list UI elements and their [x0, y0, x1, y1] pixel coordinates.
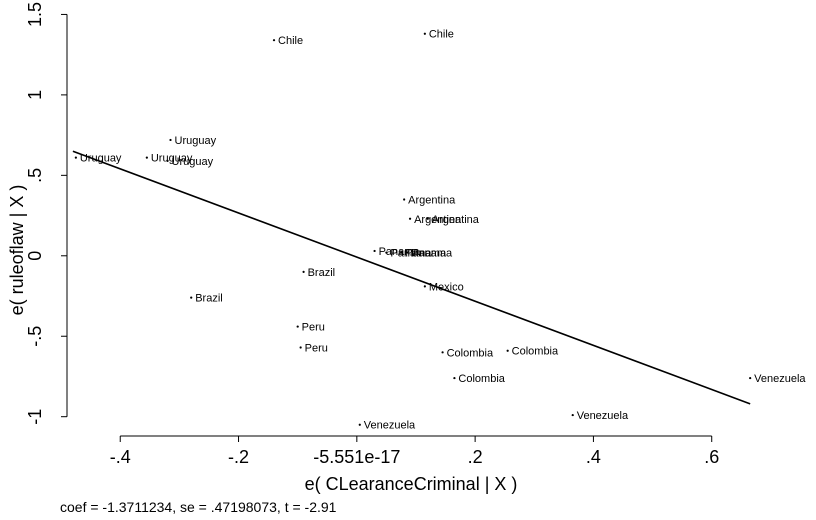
x-axis: -.4 -.2 -5.551e-17 .2 .4 .6 [110, 435, 719, 467]
point-label: Colombia [447, 347, 494, 359]
data-point [408, 217, 412, 220]
fit-line-group [72, 150, 751, 405]
point-label: Panama [411, 248, 453, 260]
point-label: Panama [390, 248, 432, 260]
data-point [749, 376, 752, 380]
point-label: Peru [302, 322, 325, 334]
point-label: Brazil [195, 293, 223, 305]
data-point [423, 285, 426, 288]
point-label: Panama [379, 246, 421, 258]
point-label: Venezuela [754, 373, 806, 385]
y-tick-label: -.5 [25, 326, 45, 347]
point-label: Chile [429, 29, 454, 41]
data-point [441, 351, 444, 354]
point-label: Brazil [308, 267, 336, 279]
data-point [373, 249, 376, 253]
y-tick-label: .5 [25, 168, 45, 183]
data-point [299, 346, 302, 349]
y-tick-label: 1 [25, 90, 45, 100]
data-point [423, 32, 426, 35]
data-point [358, 423, 361, 426]
point-label: Chile [278, 35, 303, 47]
data-point [571, 413, 574, 417]
data-point [400, 251, 403, 254]
point-label: Uruguay [175, 135, 217, 147]
data-point [296, 325, 299, 328]
x-tick-label: -.2 [228, 447, 249, 467]
data-point [506, 349, 509, 352]
chart-area: -1 -.5 0 .5 1 1.5 -.4 -.2 -5.551e-17 .2 .4 .6 Chil… [7, 2, 806, 494]
x-tick-label: -.4 [110, 447, 131, 467]
x-tick-label: -5.551e-17 [313, 447, 400, 467]
point-label: Argentina [432, 214, 480, 226]
point-label: Argentina [408, 194, 456, 206]
point-label: Uruguay [151, 153, 193, 165]
data-point [272, 39, 276, 42]
point-label: Uruguay [172, 156, 214, 168]
x-tick-label: .6 [704, 447, 719, 467]
y-tick-label: 1.5 [25, 2, 45, 27]
x-axis-title: e( CLearanceCriminal | X ) [305, 474, 518, 494]
data-point [169, 138, 172, 142]
point-label: Panama [405, 248, 447, 260]
data-point [74, 156, 77, 159]
data-point [190, 296, 193, 299]
x-tick-label: .4 [586, 447, 601, 467]
point-label: Uruguay [80, 153, 122, 165]
point-label: Venezuela [577, 410, 629, 422]
point-label: Venezuela [364, 420, 416, 432]
data-point [426, 217, 429, 220]
regression-note: coef = -1.3711234, se = .47198073, t = -… [60, 499, 337, 515]
y-axis: -1 -.5 0 .5 1 1.5 [25, 2, 68, 425]
point-label: Mexico [429, 281, 464, 293]
data-point [453, 376, 456, 380]
x-tick-label: .2 [468, 447, 483, 467]
data-point [385, 251, 388, 254]
point-label: Colombia [458, 373, 505, 385]
fit-line [72, 150, 751, 405]
data-point [403, 198, 406, 201]
data-point [302, 270, 305, 273]
data-point [166, 159, 169, 162]
point-label: Peru [305, 343, 328, 355]
y-axis-title: e( ruleoflaw | X ) [7, 185, 27, 316]
data-point [145, 156, 148, 159]
y-tick-label: 0 [25, 251, 45, 261]
point-label: Argentina [414, 214, 462, 226]
point-label: Colombia [512, 346, 559, 358]
y-tick-label: -1 [25, 409, 45, 425]
data-point [406, 251, 409, 254]
